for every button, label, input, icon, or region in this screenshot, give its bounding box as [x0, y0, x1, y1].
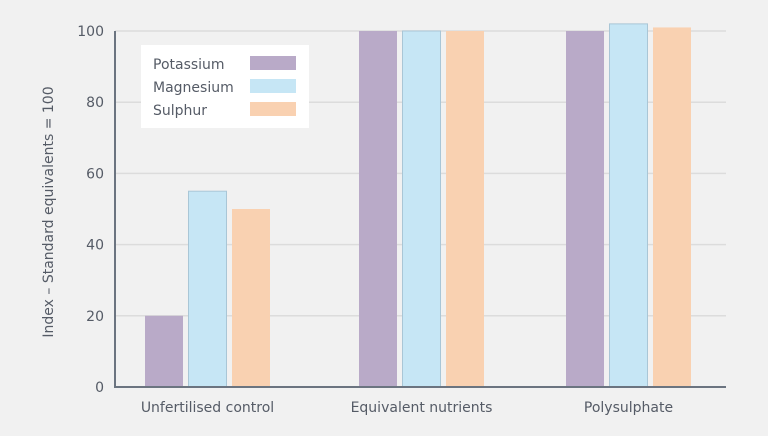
legend-label: Magnesium [153, 80, 234, 96]
x-tick-label: Polysulphate [584, 400, 673, 416]
y-tick-labels: 0 20 40 60 80 100 [77, 24, 104, 396]
bars [145, 23, 691, 388]
y-tick-label: 40 [86, 238, 104, 254]
bar-magnesium-0 [188, 190, 227, 388]
x-tick-labels: Unfertilised control Equivalent nutrients… [141, 400, 673, 416]
bar-magnesium-2 [609, 23, 648, 388]
legend: Potassium Magnesium Sulphur [141, 45, 309, 128]
axes [114, 31, 726, 388]
bar-sulphur-0 [232, 209, 270, 387]
bar-potassium-1 [359, 31, 397, 387]
legend-label: Potassium [153, 57, 225, 73]
legend-swatch-sulphur [250, 102, 296, 116]
bar-potassium-2 [566, 31, 604, 387]
bar-sulphur-1 [446, 31, 484, 387]
y-tick-label: 100 [77, 24, 104, 40]
bar-magnesium-1 [402, 30, 441, 388]
legend-label: Sulphur [153, 103, 207, 119]
bar-potassium-0 [145, 315, 183, 387]
x-tick-label: Unfertilised control [141, 400, 274, 416]
legend-swatch-potassium [250, 56, 296, 70]
y-tick-label: 0 [95, 380, 104, 396]
bar-sulphur-2 [653, 27, 691, 387]
y-tick-label: 80 [86, 95, 104, 111]
x-tick-label: Equivalent nutrients [351, 400, 493, 416]
y-tick-label: 20 [86, 309, 104, 325]
legend-swatch-magnesium [250, 79, 296, 93]
y-tick-label: 60 [86, 166, 104, 182]
y-axis-label: Index – Standard equivalents = 100 [41, 86, 57, 337]
